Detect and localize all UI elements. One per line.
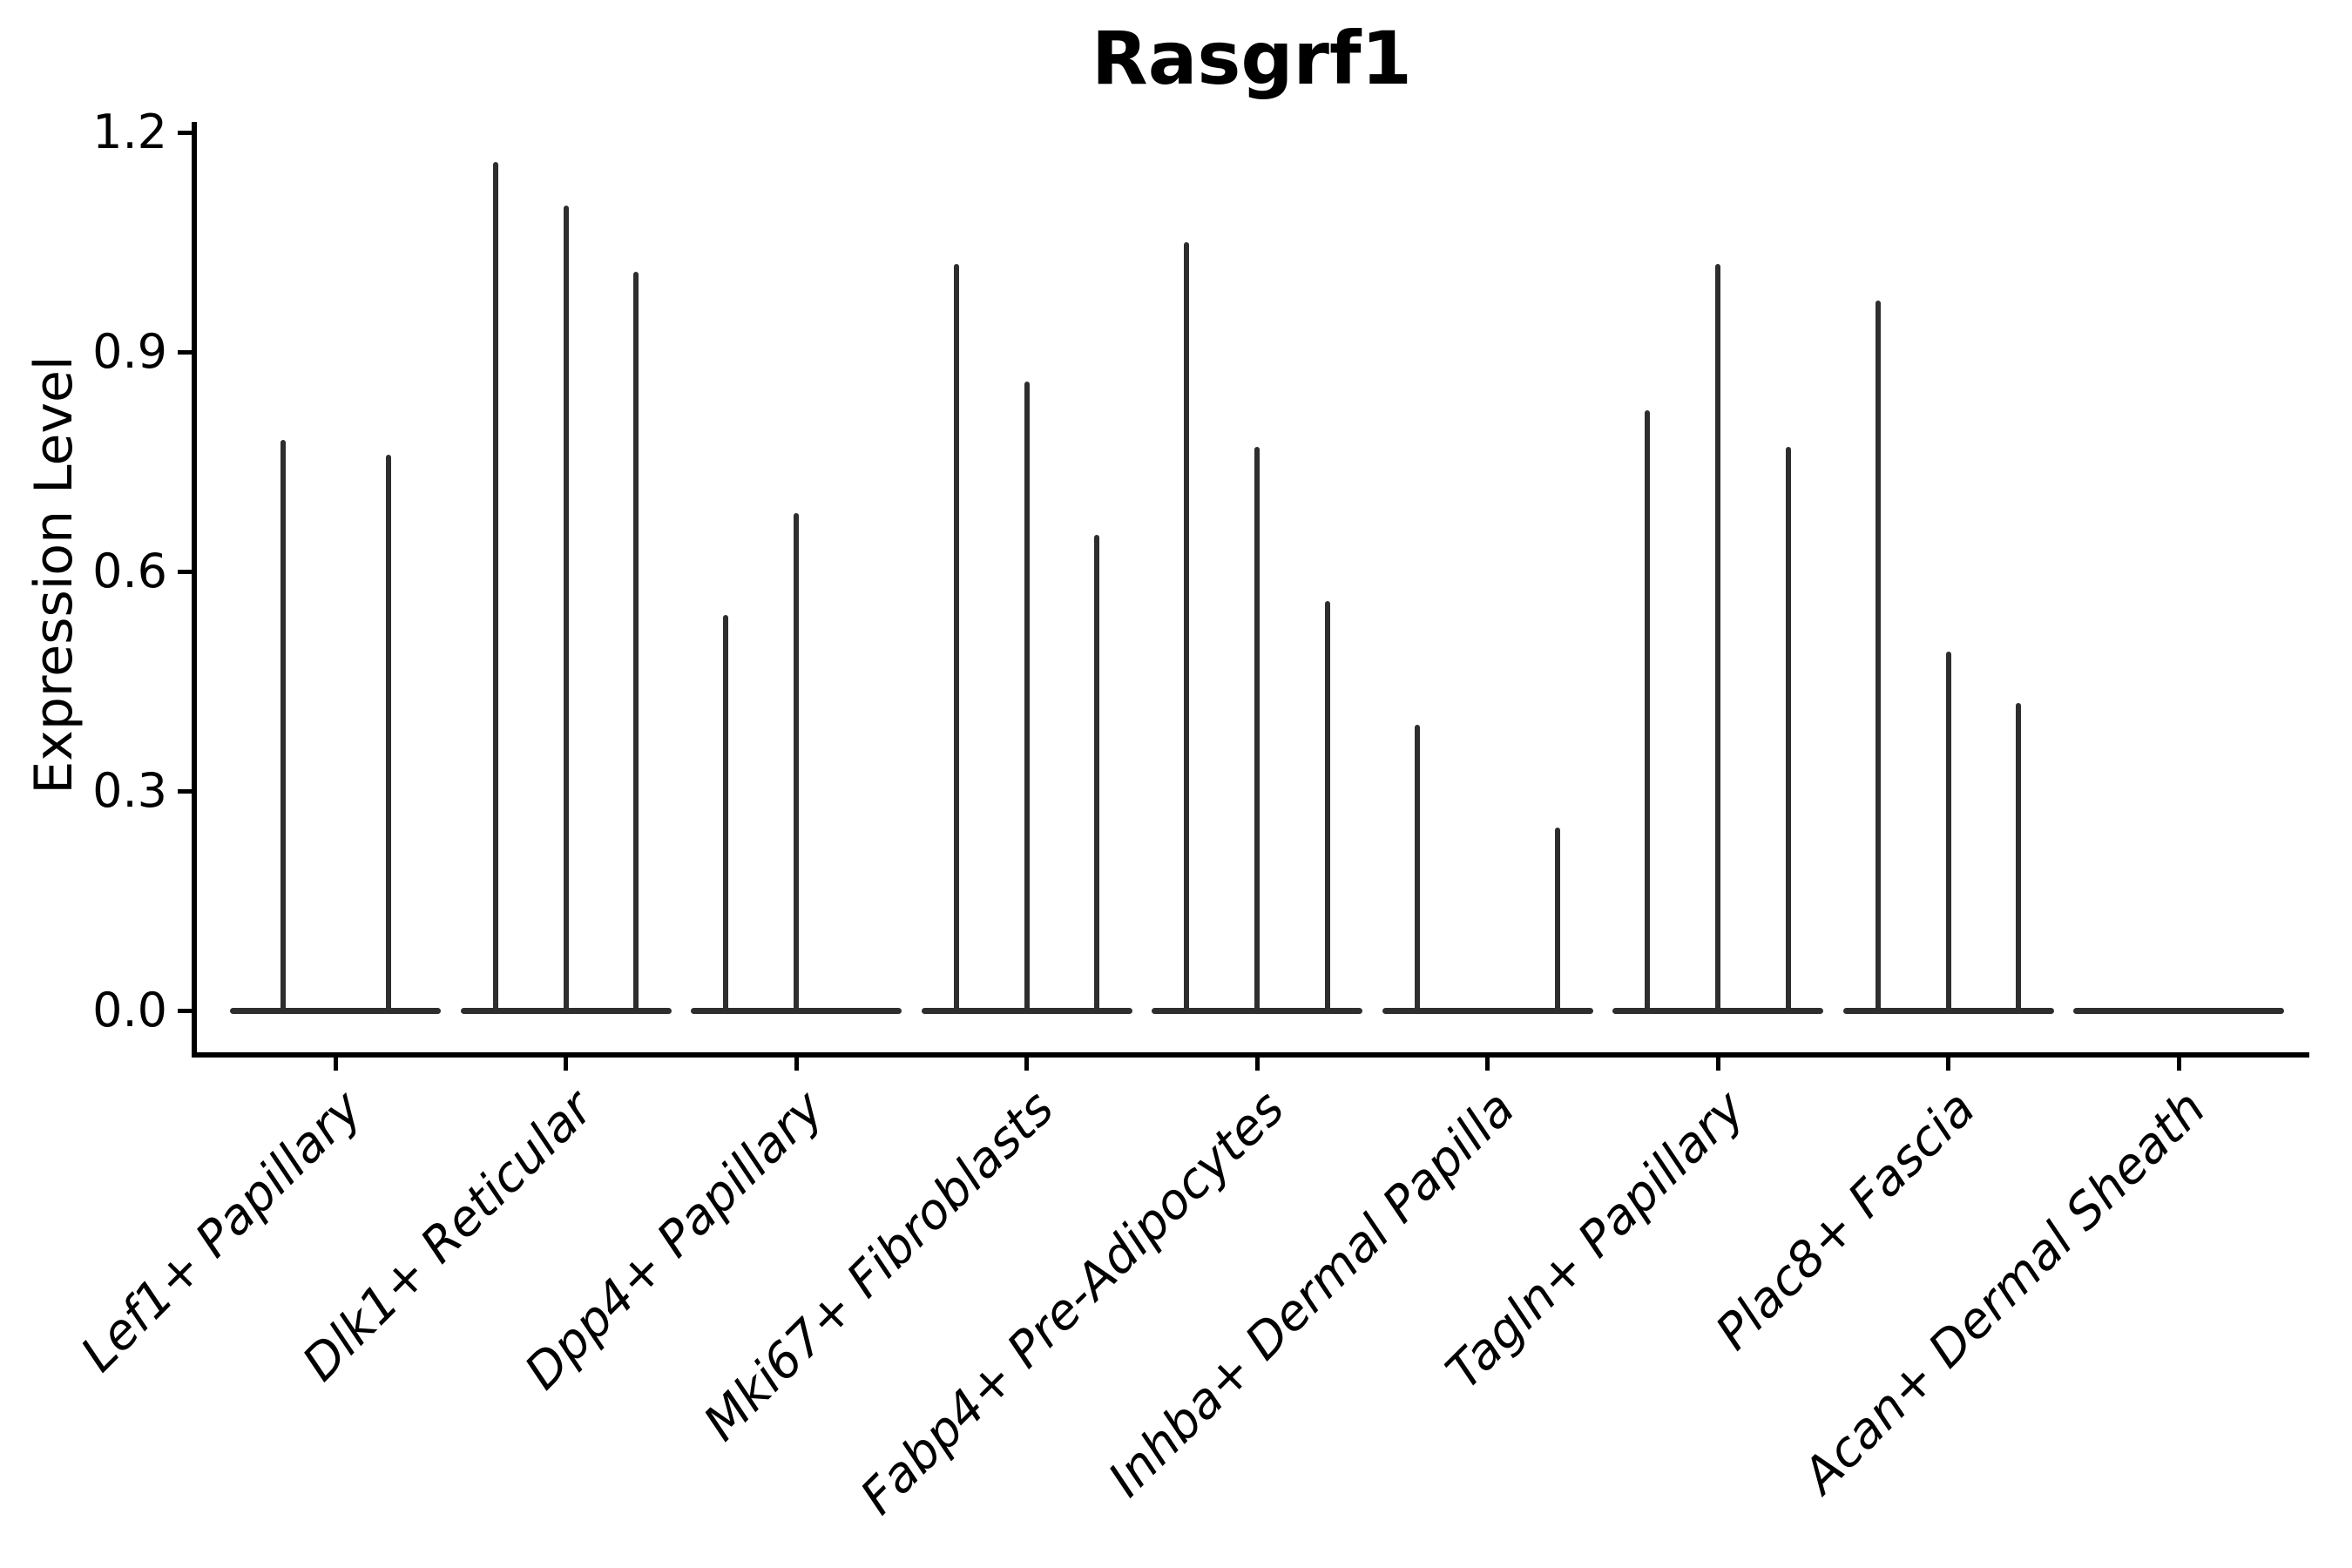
x-tick-label: Acan+ Dermal Sheath [1792, 1079, 2217, 1504]
violin-base [1842, 1007, 2054, 1014]
violin-spike [280, 439, 286, 1010]
y-tick-label: 0.3 [92, 763, 167, 818]
violin-base [691, 1007, 902, 1014]
violin-base [1612, 1007, 1823, 1014]
x-axis-line [192, 1052, 2309, 1058]
violin-spike [1254, 447, 1260, 1010]
violin-base [1382, 1007, 1593, 1014]
violin-spike [1645, 410, 1651, 1010]
violin-base [460, 1007, 672, 1014]
violin-spike [794, 512, 799, 1010]
y-axis-line [192, 122, 197, 1058]
y-tick-mark [178, 569, 193, 574]
x-tick-label: Fabp4+ Pre-Adipocytes [849, 1079, 1295, 1526]
violin-spike [633, 271, 639, 1010]
x-tick-label: Inhba+ Dermal Papilla [1098, 1079, 1526, 1508]
y-tick-label: 1.2 [92, 105, 167, 159]
x-tick-mark [1946, 1058, 1950, 1071]
violin-spike [1945, 652, 1951, 1010]
x-tick-mark [1715, 1058, 1720, 1071]
x-tick-mark [1254, 1058, 1260, 1071]
y-tick-label: 0.0 [92, 983, 167, 1037]
violin-spike [2016, 703, 2022, 1010]
violin-spike [1414, 725, 1420, 1010]
y-tick-mark [178, 788, 193, 794]
y-tick-label: 0.6 [92, 544, 167, 598]
violin-spike [1024, 381, 1030, 1010]
x-tick-mark [2176, 1058, 2181, 1071]
x-tick-mark [1024, 1058, 1029, 1071]
y-tick-mark [178, 130, 193, 135]
violin-spike [385, 454, 391, 1010]
violin-spike [1875, 301, 1881, 1010]
violin-spike [1324, 600, 1330, 1010]
x-tick-mark [564, 1058, 568, 1071]
violin-base [230, 1007, 441, 1014]
violin-spike [1184, 242, 1190, 1010]
x-tick-mark [1485, 1058, 1490, 1071]
y-tick-mark [178, 349, 193, 355]
violin-base [921, 1007, 1132, 1014]
violin-spike [563, 206, 569, 1010]
violin-spike [1094, 535, 1100, 1010]
x-tick-mark [794, 1058, 799, 1071]
violin-spike [1785, 447, 1791, 1010]
x-tick-mark [333, 1058, 338, 1071]
violin-base [1152, 1007, 1362, 1014]
violin-spike [953, 264, 959, 1010]
violin-spike [492, 161, 498, 1010]
violin-spike [1715, 264, 1720, 1010]
plot-title: Rasgrf1 [1092, 16, 1412, 101]
violin-base [2073, 1007, 2284, 1014]
violin-spike [1555, 828, 1561, 1010]
y-tick-label: 0.9 [92, 324, 167, 379]
violin-spike [723, 615, 729, 1010]
y-tick-mark [178, 1008, 193, 1013]
